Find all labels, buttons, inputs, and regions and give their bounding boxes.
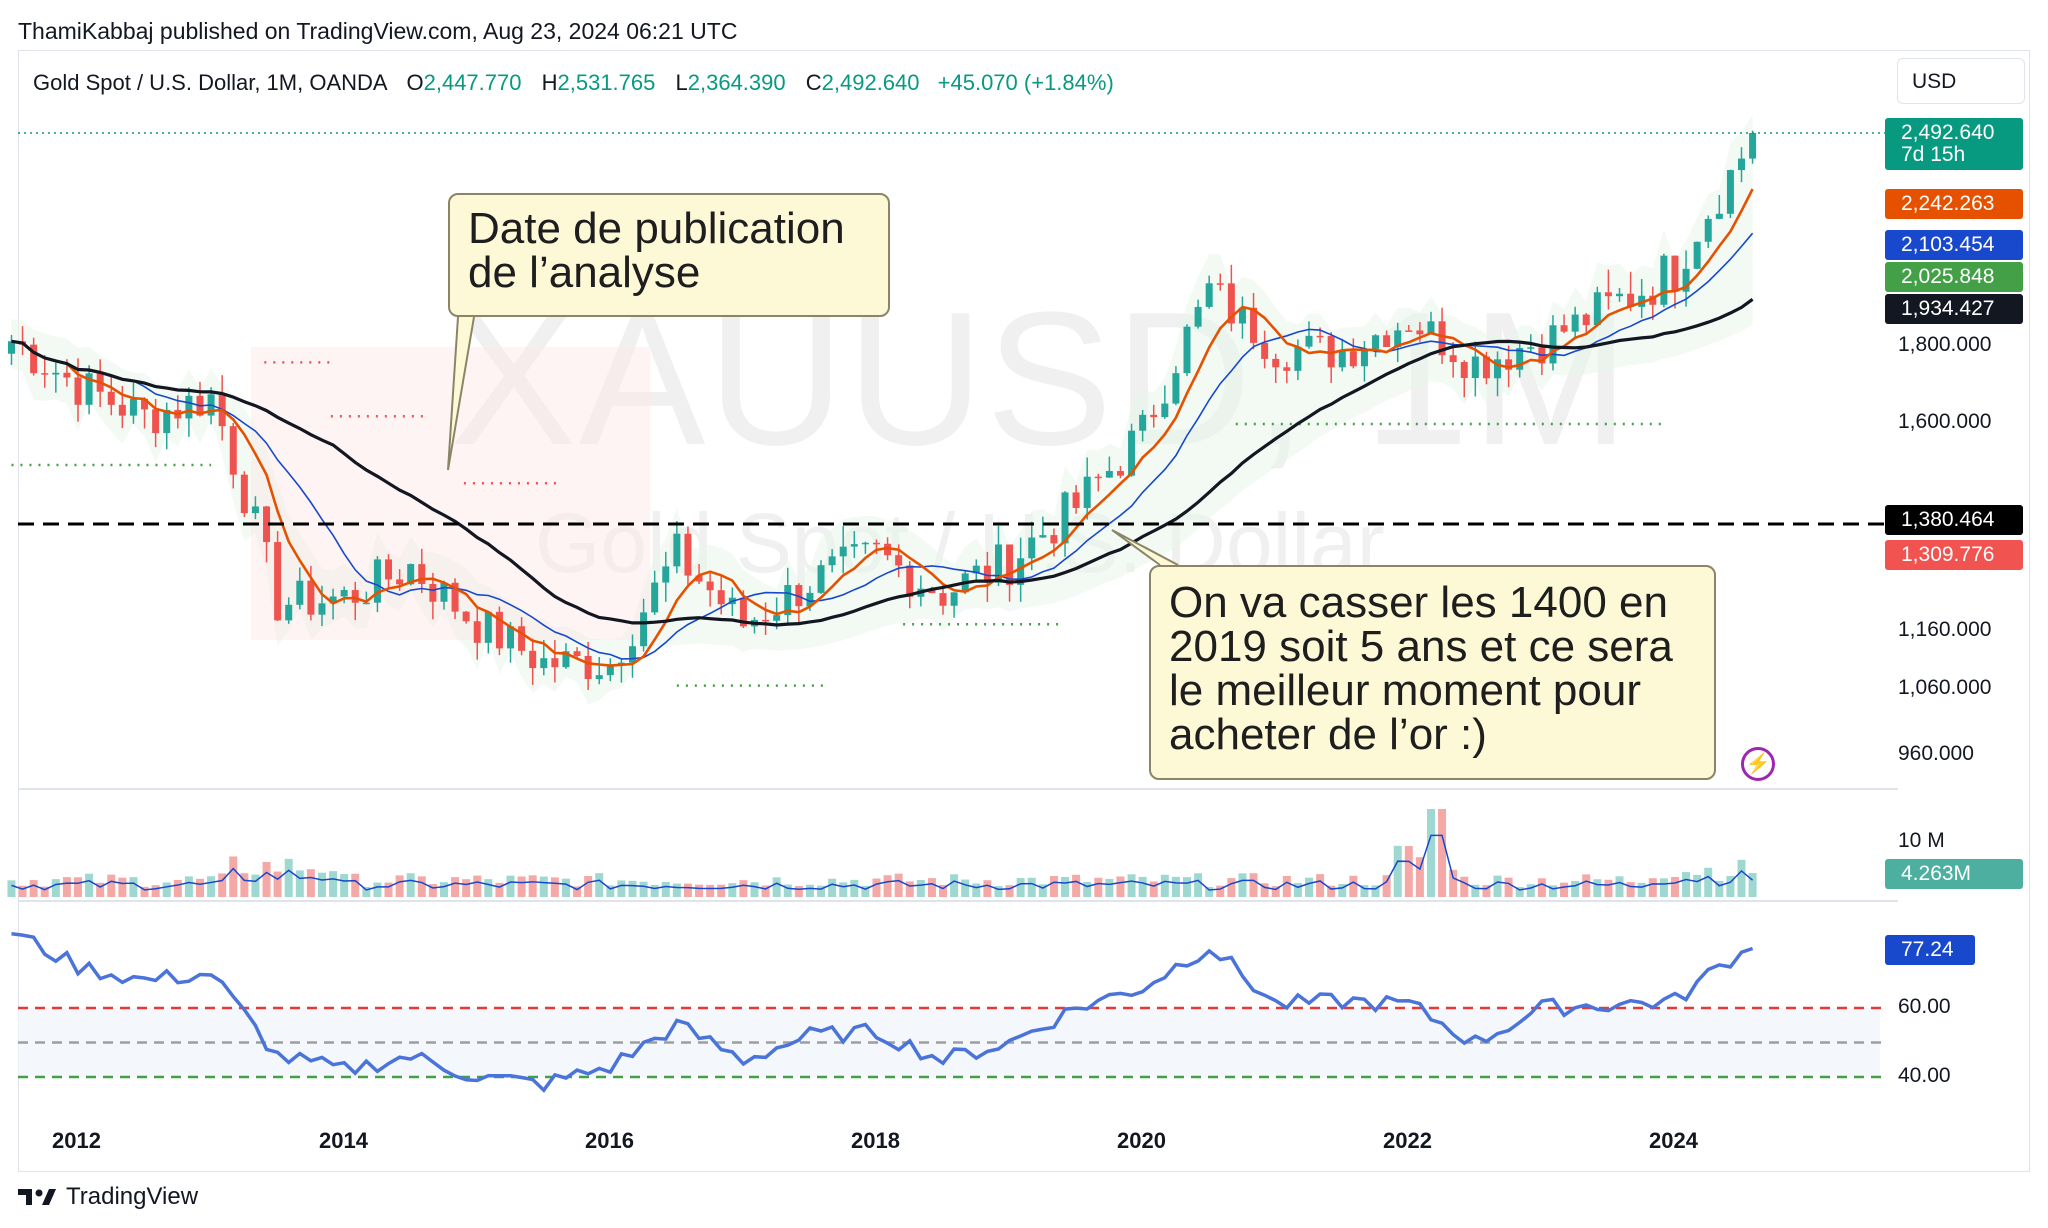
support-level-tag: 1,309.776 — [1885, 540, 2023, 570]
volume-bar — [7, 880, 16, 897]
ma-fast-tag: 2,242.263 — [1885, 189, 2023, 219]
volume-scale-label: 10 M — [1898, 829, 1945, 852]
close-value: 2,492.640 — [821, 70, 920, 95]
price-tick: 1,160.000 — [1898, 618, 1992, 641]
volume-tag: 4.263M — [1885, 859, 2023, 889]
candle-body — [7, 341, 15, 354]
high-value: 2,531.765 — [557, 70, 656, 95]
footer-brand[interactable]: TradingView — [18, 1183, 198, 1211]
low-label: L — [675, 70, 688, 95]
rsi-level-40: 40.00 — [1898, 1064, 1951, 1087]
footer-brand-label: TradingView — [66, 1183, 199, 1210]
price-tick: 960.000 — [1898, 742, 1974, 765]
open-value: 2,447.770 — [423, 70, 522, 95]
symbol-name[interactable]: Gold Spot / U.S. Dollar, 1M, OANDA — [33, 70, 387, 95]
high-label: H — [541, 70, 558, 95]
price-tick: 1,060.000 — [1898, 676, 1992, 699]
callout-publication-date: Date de publication de l’analyse — [448, 193, 890, 317]
x-tick-2012: 2012 — [52, 1128, 101, 1153]
cloud-level-tag: 2,025.848 — [1885, 262, 2023, 292]
pane-separator-rsi[interactable] — [18, 900, 1898, 902]
callout1-line1: Date de publication — [468, 204, 845, 253]
x-tick-2020: 2020 — [1117, 1128, 1166, 1153]
callout2-line3: le meilleur moment pour — [1169, 666, 1641, 715]
symbol-legend: Gold Spot / U.S. Dollar, 1M, OANDA O2,44… — [33, 70, 1114, 96]
bar-countdown: 7d 15h — [1901, 143, 1966, 166]
last-price-tag: 2,492.640 7d 15h — [1885, 118, 2023, 170]
x-tick-2022: 2022 — [1383, 1128, 1432, 1153]
x-tick-2024: 2024 — [1649, 1128, 1698, 1153]
rsi-tag: 77.24 — [1885, 935, 1975, 965]
callout2-line2: 2019 soit 5 ans et ce sera — [1169, 622, 1673, 671]
tradingview-logo-icon — [18, 1189, 56, 1205]
last-price-value: 2,492.640 — [1901, 121, 1995, 144]
open-label: O — [406, 70, 424, 95]
price-tick: 1,600.000 — [1898, 410, 1992, 433]
chart-frame — [18, 50, 2030, 1172]
change-value: +45.070 (+1.84%) — [937, 70, 1114, 95]
price-tick: 1,800.000 — [1898, 333, 1992, 356]
x-tick-2016: 2016 — [585, 1128, 634, 1153]
publish-header: ThamiKabbaj published on TradingView.com… — [18, 18, 738, 44]
ma-slow-tag: 1,934.427 — [1885, 294, 2023, 324]
x-tick-2014: 2014 — [319, 1128, 368, 1153]
pane-separator-volume[interactable] — [18, 788, 1898, 790]
low-value: 2,364.390 — [687, 70, 786, 95]
lightning-icon[interactable]: ⚡ — [1741, 747, 1775, 781]
callout2-line4: acheter de l’or :) — [1169, 710, 1487, 759]
close-label: C — [805, 70, 822, 95]
currency-button[interactable]: USD — [1897, 58, 2025, 104]
callout2-line1: On va casser les 1400 en — [1169, 578, 1668, 627]
ma-mid-tag: 2,103.454 — [1885, 230, 2023, 260]
x-tick-2018: 2018 — [851, 1128, 900, 1153]
callout-forecast: On va casser les 1400 en 2019 soit 5 ans… — [1149, 565, 1716, 780]
horizontal-line-tag: 1,380.464 — [1885, 505, 2023, 535]
callout1-line2: de l’analyse — [468, 248, 701, 297]
rsi-level-60: 60.00 — [1898, 995, 1951, 1018]
